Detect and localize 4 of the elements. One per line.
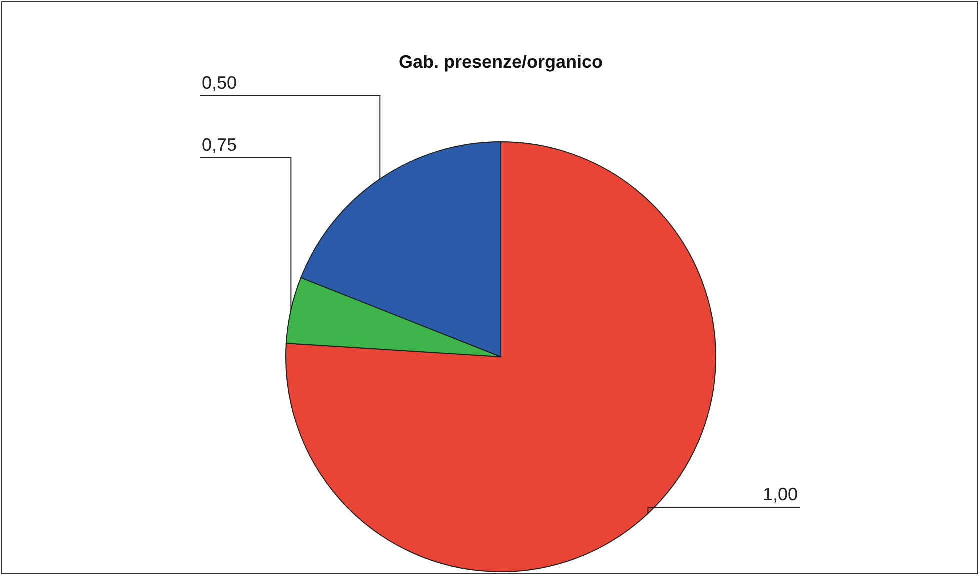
chart-title: Gab. presenze/organico xyxy=(398,52,604,72)
slice-label: 0,75 xyxy=(202,135,238,155)
slice-label: 1,00 xyxy=(762,484,798,505)
slice-label: 0,50 xyxy=(202,73,238,93)
